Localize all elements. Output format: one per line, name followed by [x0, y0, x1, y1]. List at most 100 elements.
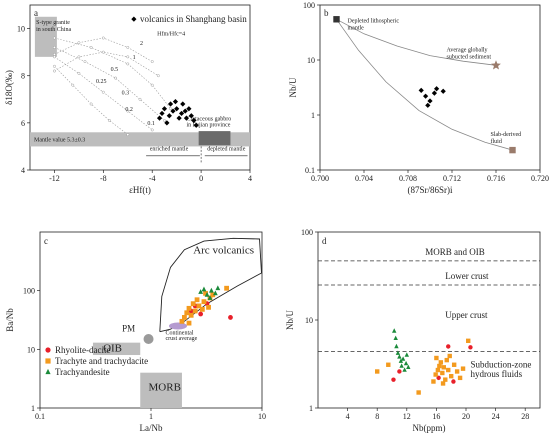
- volcanics-point: [156, 115, 163, 121]
- data-point-1: [190, 301, 196, 307]
- mantle-value-band: [30, 132, 250, 147]
- mixing-node: [101, 50, 105, 54]
- data-point-2: [403, 360, 409, 366]
- x-tick-label: -8: [100, 174, 107, 183]
- legend-marker: [45, 368, 51, 375]
- gabbro-label: Cretaceous gabbro: [186, 117, 231, 123]
- x-tick-label: 20: [462, 412, 470, 421]
- mixing-node: [77, 41, 81, 45]
- data-point-1: [443, 377, 448, 382]
- data-point-1: [441, 365, 446, 370]
- data-point-1: [186, 320, 192, 326]
- data-point-1: [460, 366, 466, 371]
- x-tick-label: 8: [375, 412, 379, 421]
- data-point-0: [198, 311, 204, 317]
- mixing-node: [53, 64, 56, 68]
- legend-marker-volcanics: [131, 16, 137, 22]
- end-member-label: fluid: [491, 138, 502, 145]
- mixing-curve-label: Hfm/Hfc=4: [157, 31, 185, 38]
- data-point-1: [449, 373, 454, 379]
- x-tick-label: 0.720: [531, 174, 549, 183]
- legend-marker: [45, 347, 51, 353]
- data-point-1: [444, 357, 449, 363]
- volcanics-point: [164, 120, 170, 126]
- x-axis-label: (87Sr/86Sr)i: [408, 185, 453, 195]
- data-point-1: [179, 318, 185, 324]
- mixing-node: [53, 53, 56, 56]
- data-point-1: [440, 381, 446, 386]
- x-tick-label: 28: [521, 412, 529, 421]
- data-point-1: [188, 312, 194, 318]
- continental-crust-marker: [168, 322, 187, 330]
- mixing-curve-label: 0.25: [96, 79, 107, 85]
- mixing-node: [77, 55, 81, 59]
- end-member-label: subucted sediment: [447, 54, 492, 60]
- y-axis-label: Nb/U: [288, 77, 298, 98]
- data-point-1: [201, 299, 207, 305]
- end-member-label: Average globally: [447, 47, 488, 53]
- panel-tag-b: b: [324, 8, 329, 18]
- end-member-marker: [333, 16, 340, 23]
- volcanics-point: [427, 98, 433, 104]
- mixing-node: [53, 69, 56, 73]
- volcanics-point: [176, 115, 182, 121]
- data-point-2: [198, 289, 204, 294]
- data-point-1: [451, 362, 457, 367]
- data-point-2: [215, 285, 221, 291]
- y-tick-label: 0.1: [305, 166, 315, 175]
- y-tick-label: 4: [21, 166, 25, 175]
- upper-crust-label: Upper crust: [445, 310, 488, 320]
- mixing-node: [163, 119, 166, 122]
- x-tick-label: 12: [403, 412, 411, 421]
- panel-tag-c: c: [44, 236, 48, 246]
- y-tick-label: 1: [311, 111, 315, 120]
- mixing-node: [71, 83, 75, 87]
- mixing-node: [53, 36, 56, 40]
- mixing-node: [108, 119, 111, 122]
- mixing-curve-1: [54, 47, 165, 121]
- end-member-label: Depleted lithospheric: [348, 18, 400, 24]
- volcanics-point: [161, 106, 168, 112]
- arc-volcanics-label: Arc volcanics: [193, 245, 254, 257]
- data-point-1: [433, 372, 438, 377]
- volcanics-point: [186, 106, 192, 112]
- mixing-node: [169, 107, 172, 111]
- data-point-1: [434, 355, 439, 361]
- data-point-0: [228, 315, 233, 320]
- data-point-1: [416, 390, 421, 395]
- data-point-2: [204, 291, 210, 297]
- enriched-label: enriched mantle: [150, 147, 189, 153]
- x-tick-label: 4: [248, 174, 252, 183]
- data-point-2: [392, 328, 397, 333]
- volcanics-point: [180, 101, 186, 107]
- mixing-curve-label: 1: [133, 55, 136, 61]
- mixing-curve-0: [336, 18, 497, 66]
- data-point-1: [186, 305, 192, 311]
- subduction-label: Subduction-zone: [470, 359, 531, 369]
- mixing-node: [114, 76, 117, 80]
- data-point-2: [394, 343, 399, 349]
- data-point-1: [182, 315, 187, 320]
- volcanics-point: [423, 93, 429, 99]
- x-axis-label: εHf(t): [129, 185, 151, 195]
- mixing-node: [83, 60, 87, 63]
- y-tick-label: 10: [17, 25, 25, 34]
- volcanics-point: [431, 90, 437, 96]
- data-point-0: [391, 377, 396, 382]
- volcanics-point: [440, 88, 446, 94]
- s-type-label: S-type granite: [36, 20, 70, 26]
- panel-b-frame: [319, 4, 541, 171]
- data-point-1: [466, 338, 471, 344]
- data-point-2: [399, 363, 404, 368]
- mixing-node: [77, 71, 81, 75]
- y-tick-label: 100: [301, 228, 313, 237]
- y-tick-label: 1: [309, 404, 313, 413]
- volcanics-point: [188, 113, 194, 119]
- oib-label: OIB: [103, 342, 122, 354]
- data-point-1: [210, 292, 216, 298]
- volcanics-point: [434, 86, 440, 92]
- mixing-curve-1: [336, 19, 513, 151]
- data-point-2: [395, 350, 401, 355]
- end-member-label: mantle: [348, 25, 365, 31]
